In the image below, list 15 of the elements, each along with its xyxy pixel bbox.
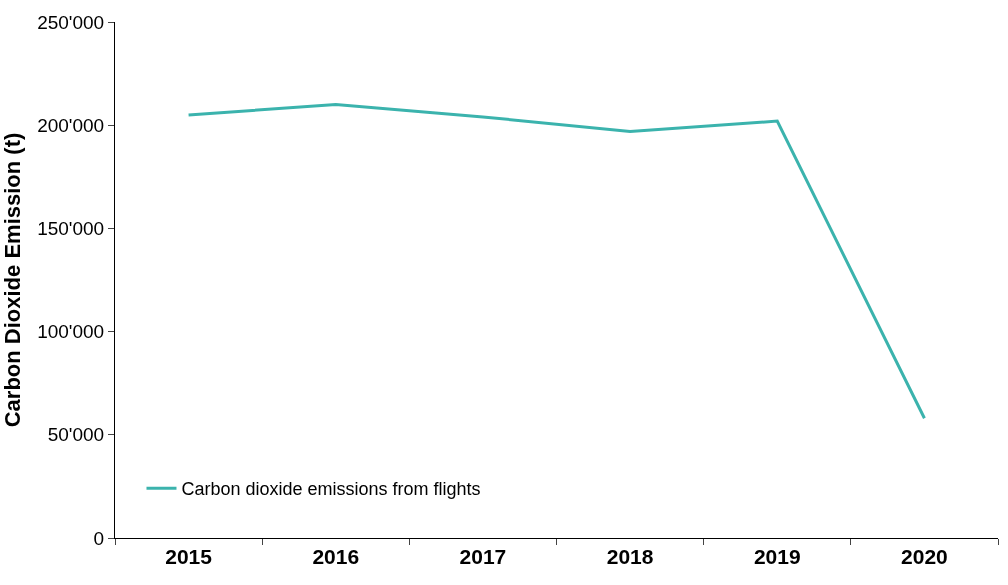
legend-label: Carbon dioxide emissions from flights (181, 479, 481, 500)
x-tick-label: 2016 (312, 545, 360, 569)
y-tick-label: 200'000 (37, 114, 105, 136)
y-tick-label: 150'000 (37, 218, 105, 240)
x-tick-label: 2017 (459, 545, 507, 569)
x-tick-label: 2015 (165, 545, 213, 569)
y-tick-label: 100'000 (37, 321, 105, 343)
x-tick-label: 2020 (901, 545, 948, 569)
y-tick-label: 250'000 (37, 11, 105, 33)
x-tick-label: 2019 (753, 545, 801, 569)
y-axis-title: Carbon Dioxide Emission (t) (0, 132, 25, 428)
x-tick-label: 2018 (606, 545, 654, 569)
y-tick-label: 50'000 (47, 424, 105, 446)
y-tick-label: 0 (93, 527, 105, 549)
line-series (187, 103, 926, 420)
